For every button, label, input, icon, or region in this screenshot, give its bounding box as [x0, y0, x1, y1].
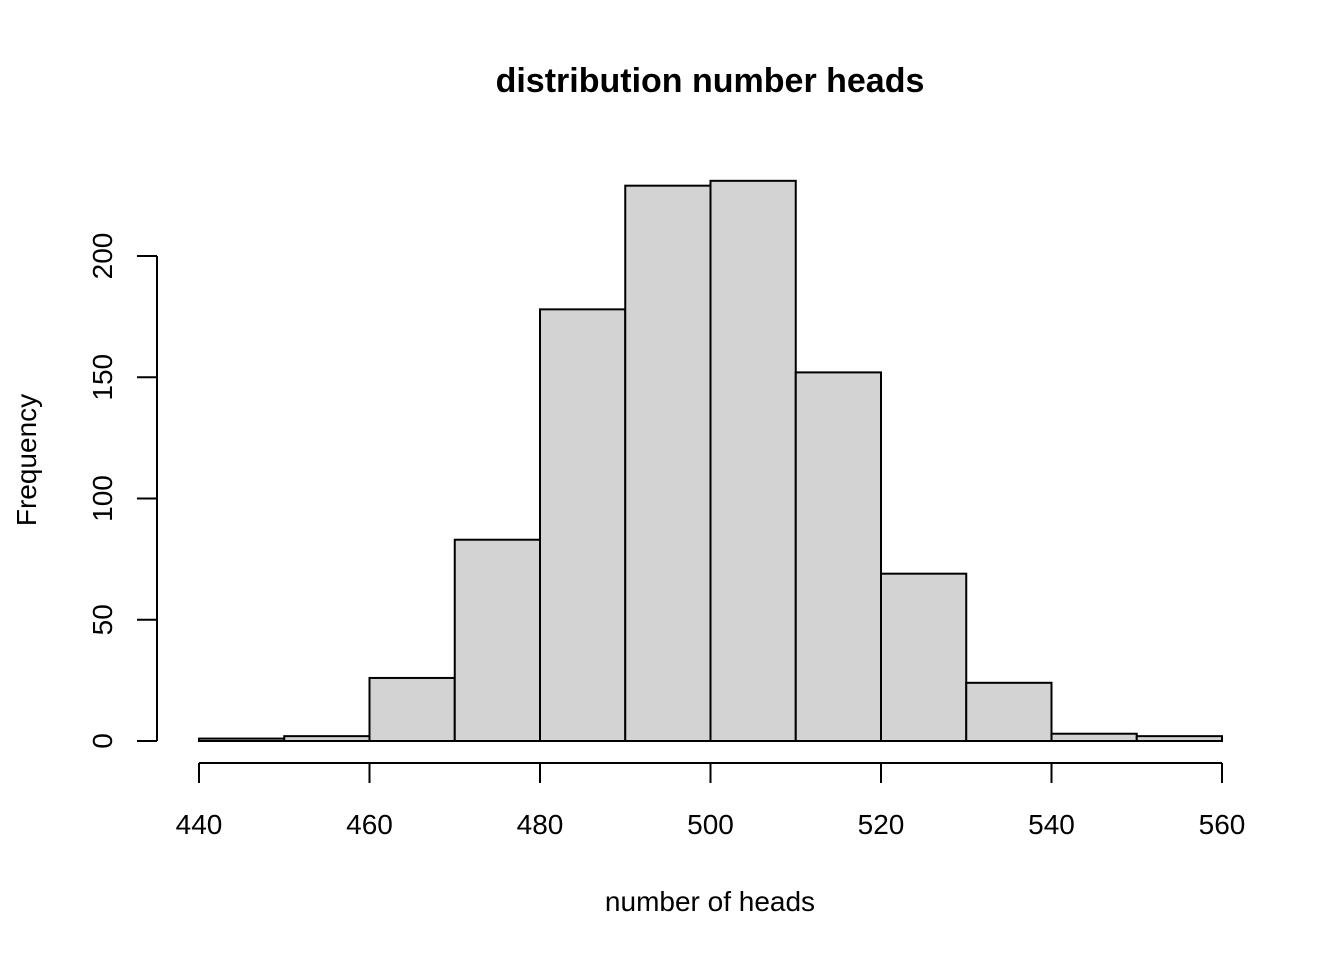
x-axis-label: number of heads — [605, 886, 815, 917]
y-axis-label: Frequency — [11, 394, 42, 526]
x-axis: 440 460 480 500 520 540 560 — [176, 762, 1246, 840]
y-tick-label-100: 100 — [87, 475, 118, 522]
histogram-bar-450-460 — [283, 735, 371, 743]
histogram-bar-530-540 — [965, 681, 1053, 742]
x-tick-label-560: 560 — [1199, 809, 1246, 840]
bars-group — [198, 179, 1223, 743]
histogram-bar-520-530 — [880, 572, 968, 742]
histogram-bar-500-510 — [709, 179, 797, 742]
y-tick-label-50: 50 — [87, 604, 118, 635]
x-tick-label-540: 540 — [1028, 809, 1075, 840]
x-tick-label-460: 460 — [346, 809, 393, 840]
x-tick-label-520: 520 — [858, 809, 905, 840]
histogram-bar-440-450 — [198, 737, 286, 743]
y-tick-label-200: 200 — [87, 233, 118, 280]
histogram-bar-490-500 — [624, 184, 712, 743]
histogram-bar-480-490 — [539, 308, 627, 742]
histogram-bar-550-560 — [1135, 735, 1223, 743]
histogram-bar-470-480 — [453, 538, 541, 742]
y-axis: 0 50 100 150 200 — [87, 233, 158, 749]
chart-title: distribution number heads — [496, 62, 925, 100]
histogram-bar-540-550 — [1050, 732, 1138, 742]
x-tick-label-440: 440 — [176, 809, 223, 840]
x-tick-label-500: 500 — [687, 809, 734, 840]
histogram-bar-510-520 — [794, 371, 882, 742]
histogram-bar-460-470 — [368, 676, 456, 743]
y-tick-label-0: 0 — [87, 733, 118, 749]
x-tick-label-480: 480 — [517, 809, 564, 840]
y-tick-label-150: 150 — [87, 354, 118, 401]
